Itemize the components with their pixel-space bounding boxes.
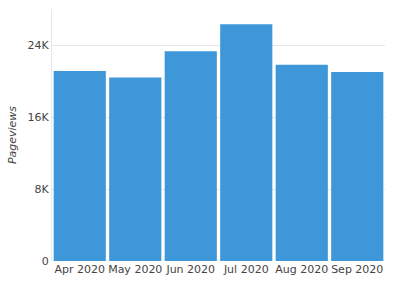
svg-text:Apr 2020: Apr 2020 <box>54 263 105 276</box>
svg-text:8K: 8K <box>35 183 50 196</box>
svg-text:Pageviews: Pageviews <box>6 106 19 164</box>
svg-text:May 2020: May 2020 <box>108 263 162 276</box>
svg-text:Aug 2020: Aug 2020 <box>275 263 328 276</box>
svg-text:16K: 16K <box>28 111 50 124</box>
svg-text:24K: 24K <box>28 39 50 52</box>
svg-text:Jun 2020: Jun 2020 <box>165 263 215 276</box>
svg-text:0: 0 <box>42 255 49 268</box>
svg-text:Jul 2020: Jul 2020 <box>223 263 269 276</box>
svg-text:Sep 2020: Sep 2020 <box>331 263 383 276</box>
